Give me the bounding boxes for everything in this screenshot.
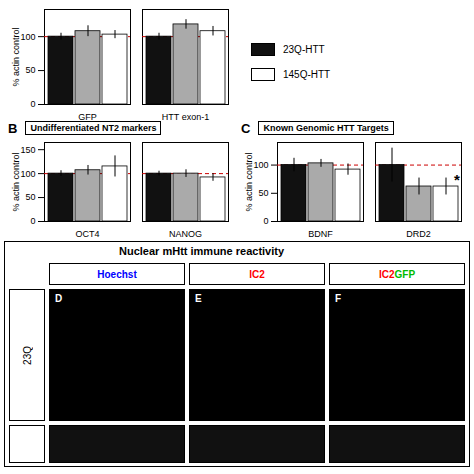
svg-text:HTT exon-1: HTT exon-1	[162, 112, 209, 120]
html-text:IC2 GFP: IC2 GFP	[378, 268, 416, 280]
svg-text:150: 150	[20, 145, 35, 155]
svg-text:*: *	[454, 171, 460, 188]
html-text:E: E	[195, 293, 202, 304]
html-text:F: F	[335, 293, 342, 304]
svg-text:0: 0	[30, 99, 35, 109]
svg-text:0: 0	[30, 216, 35, 226]
html-text:Known Genomic HTT Targets: Known Genomic HTT Targets	[263, 123, 389, 133]
svg-text:100: 100	[253, 160, 268, 170]
svg-text:100: 100	[20, 169, 35, 179]
svg-text:100: 100	[20, 32, 35, 42]
html-text:145Q-HTT: 145Q-HTT	[283, 68, 331, 80]
svg-text:OCT4: OCT4	[75, 229, 99, 237]
html-text:Hoechst: Hoechst	[97, 268, 137, 280]
html-text:D: D	[55, 293, 63, 304]
html-text:B: B	[8, 120, 18, 136]
svg-text:BDNF: BDNF	[308, 229, 333, 237]
html-text:23Q-HTT: 23Q-HTT	[283, 43, 325, 55]
svg-text:NANOG: NANOG	[169, 229, 202, 237]
svg-text:50: 50	[25, 65, 35, 75]
html-text:23Q: 23Q	[21, 345, 33, 365]
svg-text:% actin control: % actin control	[11, 27, 21, 86]
svg-text:% actin control: % actin control	[244, 152, 254, 211]
svg-text:50: 50	[258, 188, 268, 198]
html-text:Undifferentiated NT2 markers: Undifferentiated NT2 markers	[30, 123, 157, 133]
svg-text:GFP: GFP	[78, 112, 97, 120]
svg-text:50: 50	[25, 192, 35, 202]
html-text:C: C	[241, 120, 251, 136]
html-text:Nuclear mHtt immune reactivity: Nuclear mHtt immune reactivity	[119, 245, 285, 257]
svg-text:% actin control: % actin control	[11, 152, 21, 211]
html-text:IC2: IC2	[249, 268, 265, 280]
svg-text:DRD2: DRD2	[406, 229, 431, 237]
svg-text:0: 0	[263, 216, 268, 226]
